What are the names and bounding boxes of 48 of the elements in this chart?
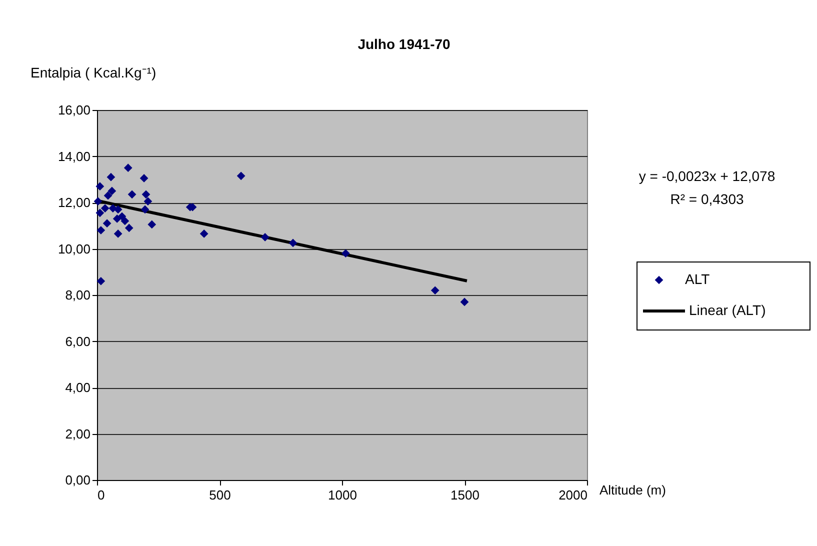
point: [96, 276, 106, 286]
point: [140, 205, 150, 214]
point: [260, 233, 270, 242]
x-tick-label: 0: [98, 488, 105, 502]
y-tick-label: 8,00: [65, 288, 90, 302]
point: [148, 220, 156, 229]
point: [96, 226, 106, 234]
chart-title: Julho 1941-70: [358, 36, 451, 52]
point: [118, 212, 126, 221]
point: [140, 174, 148, 182]
point: [108, 186, 116, 196]
point: [102, 219, 112, 228]
y-tick-label: 14,00: [58, 148, 90, 164]
x-tick-label: 500: [209, 488, 231, 502]
y-tick-label: 10,00: [58, 241, 90, 256]
legend-label: Linear (ALT): [689, 302, 766, 318]
point: [128, 190, 136, 199]
text: y = -0,0023x + 12,078: [638, 168, 776, 184]
point: [236, 172, 246, 180]
point: [104, 191, 112, 200]
x-axis-title: Altitude (m): [600, 482, 666, 498]
x-tick-label: 1500: [450, 488, 480, 502]
point: [460, 298, 469, 306]
y-axis-title: Entalpia ( Kcal.Kg⁻¹): [30, 64, 156, 80]
x-tick-label: 2000: [558, 488, 588, 502]
y-tick-label: 12,00: [58, 195, 90, 210]
point: [114, 230, 122, 238]
point: [124, 164, 132, 172]
legend-label: ALT: [685, 271, 710, 287]
y-tick-label: 2,00: [65, 426, 90, 442]
point: [430, 286, 440, 295]
point: [120, 216, 130, 226]
x-tick-label: 1000: [328, 488, 357, 502]
point: [124, 224, 134, 232]
point: [96, 182, 104, 190]
text: R² = 0,4303: [670, 191, 744, 207]
y-tick-label: 0,00: [65, 472, 90, 488]
y-tick-label: 16,00: [58, 102, 90, 118]
y-tick-label: 4,00: [65, 380, 90, 395]
point: [144, 197, 152, 206]
point: [100, 204, 110, 212]
point: [341, 249, 350, 258]
point: [106, 172, 116, 182]
point: [142, 190, 150, 199]
point: [288, 238, 298, 248]
point: [96, 208, 104, 218]
point: [200, 230, 208, 238]
y-tick-label: 6,00: [65, 334, 90, 349]
